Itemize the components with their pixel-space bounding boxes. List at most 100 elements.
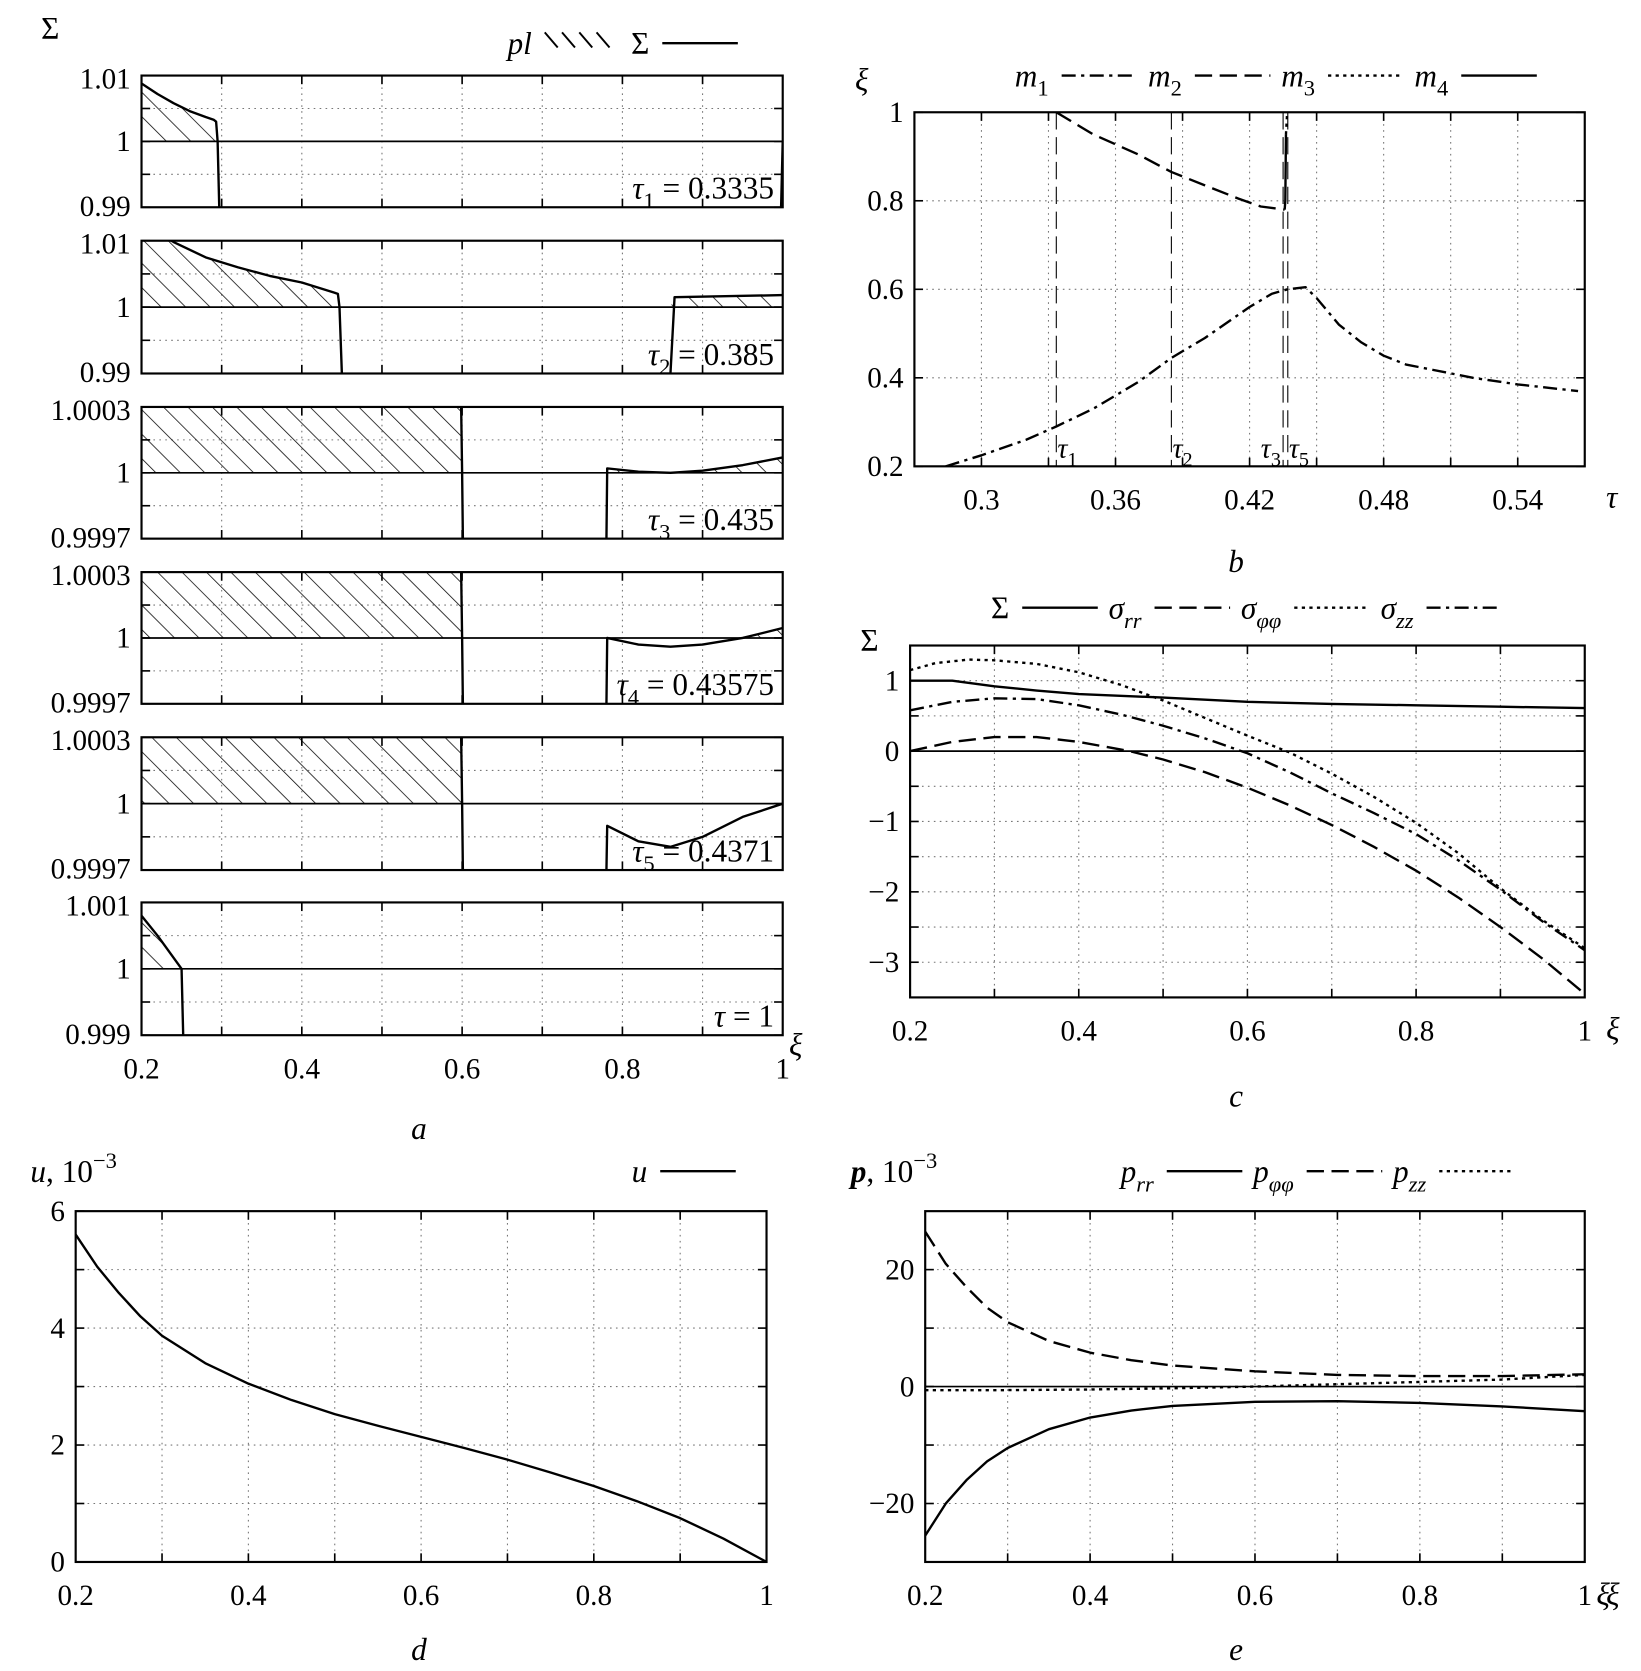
plastic-zone-hatch xyxy=(606,628,783,638)
legend-item: m3 xyxy=(1281,58,1404,101)
text-part: ξ xyxy=(855,63,869,98)
legend-label: pφφ xyxy=(1251,1154,1294,1196)
y-tick-label: 0.9997 xyxy=(51,687,131,719)
series-σzz xyxy=(910,697,1585,952)
text-part: 5 xyxy=(1299,449,1309,471)
y-tick-label: 1 xyxy=(116,292,131,324)
plastic-zone-hatch xyxy=(141,240,342,308)
text-part: = 1 xyxy=(725,999,774,1034)
y-tick-label: 0 xyxy=(50,1547,65,1579)
y-axis-label: ξ xyxy=(855,63,869,98)
x-axis-label: ξ xyxy=(1606,1012,1620,1047)
y-tick-label: 2 xyxy=(50,1430,65,1462)
y-tick-label: 0.99 xyxy=(80,357,131,389)
text-part: τ xyxy=(1289,434,1300,465)
text-part: 1 xyxy=(643,188,654,213)
panel-caption: c xyxy=(1229,1078,1243,1113)
text-part: = 0.435 xyxy=(670,502,774,537)
panel-caption: b xyxy=(1228,544,1244,579)
x-tick-label: 0.2 xyxy=(57,1580,93,1612)
plastic-zone-hatch xyxy=(141,572,463,638)
x-axis-label: ξ xyxy=(1606,1577,1620,1612)
series-Σ xyxy=(459,572,465,704)
legend-label: m2 xyxy=(1148,58,1182,100)
text-part: = 0.385 xyxy=(670,337,774,372)
x-tick-label: 1 xyxy=(1577,1580,1592,1612)
text-part: zz xyxy=(1395,608,1414,633)
series-Σ xyxy=(910,679,1585,710)
legend-item: pzz xyxy=(1391,1154,1515,1196)
legend-label: m1 xyxy=(1015,58,1049,100)
text-part: m xyxy=(1281,58,1304,93)
x-tick-label: 0.8 xyxy=(576,1580,612,1612)
y-tick-label: 1 xyxy=(885,665,900,697)
text-part: a xyxy=(411,1111,427,1146)
panel-caption: e xyxy=(1229,1632,1243,1667)
tau-marker-label: τ1 xyxy=(1057,434,1077,471)
x-tick-label: 1 xyxy=(775,1053,790,1085)
x-tick-label: 0.8 xyxy=(1398,1016,1434,1048)
legend-label: pl xyxy=(505,26,531,61)
series-Σ xyxy=(168,240,344,374)
text-part: m xyxy=(1015,58,1038,93)
series-σrr xyxy=(910,735,1585,995)
y-tick-label: 0.9997 xyxy=(51,854,131,886)
legend-label: Σ xyxy=(631,26,649,61)
text-part: ξ xyxy=(1606,1577,1620,1612)
legend-label: σrr xyxy=(1109,591,1142,633)
text-part: , 10 xyxy=(866,1154,913,1189)
plastic-zone-hatch xyxy=(141,406,463,473)
legend-label: σφφ xyxy=(1241,591,1281,633)
x-tick-label: 0.2 xyxy=(123,1053,159,1085)
text-part: τ xyxy=(1172,434,1183,465)
panel-caption: a xyxy=(411,1111,427,1146)
y-tick-label: 1 xyxy=(116,458,131,490)
text-part: 2 xyxy=(659,354,670,379)
x-tick-label: 0.54 xyxy=(1492,485,1543,517)
chart-a3: 0.9997 1 1.0003 τ3 = 0.435 xyxy=(51,395,784,554)
legend-label: m3 xyxy=(1281,58,1315,100)
text-part: 1 xyxy=(1067,449,1077,471)
y-axis-label: u, 10−3 xyxy=(30,1148,117,1189)
text-part: τ xyxy=(617,667,630,702)
text-part: τ xyxy=(632,171,645,206)
tau-marker-label: τ5 xyxy=(1289,434,1309,471)
legend-label: m4 xyxy=(1414,58,1448,100)
text-part: d xyxy=(411,1632,427,1667)
x-tick-label: 1 xyxy=(759,1580,774,1612)
text-part: p xyxy=(848,1154,867,1189)
text-part: p xyxy=(1251,1154,1269,1189)
legend-item: Σ xyxy=(991,591,1098,626)
x-axis-label: ξ xyxy=(1596,1577,1610,1612)
series-Σ xyxy=(459,406,465,539)
legend-label: prr xyxy=(1119,1154,1154,1196)
legend-label: pzz xyxy=(1391,1154,1426,1196)
y-tick-label: 1 xyxy=(116,126,131,158)
series-Σ xyxy=(605,456,783,539)
series-pφφ xyxy=(925,1231,1585,1378)
text-part: ξ xyxy=(1606,1012,1620,1047)
series-Σ xyxy=(459,737,465,871)
series-Σ xyxy=(141,82,221,208)
text-part: p xyxy=(1391,1154,1409,1189)
y-axis-label: Σ xyxy=(41,11,59,46)
y-tick-label: 1.001 xyxy=(65,890,131,922)
plastic-zone-hatch xyxy=(606,457,783,473)
x-axis-label: ξ xyxy=(789,1028,803,1063)
y-tick-label: 0.6 xyxy=(867,274,903,306)
text-part: τ xyxy=(632,833,645,868)
plastic-zone-hatch xyxy=(670,295,783,308)
text-part: pl xyxy=(505,26,531,61)
x-tick-label: 0.48 xyxy=(1358,485,1409,517)
text-part: rr xyxy=(1136,1171,1154,1196)
legend-sample-hatch xyxy=(595,31,611,49)
y-tick-label: 1.01 xyxy=(80,64,131,96)
x-tick-label: 0.6 xyxy=(1229,1016,1265,1048)
y-tick-label: 0.8 xyxy=(867,185,903,217)
chart-a4: 0.9997 1 1.0003 τ4 = 0.43575 xyxy=(51,560,784,719)
y-tick-label: 0 xyxy=(900,1371,915,1403)
text-part: τ xyxy=(1057,434,1068,465)
text-part: 3 xyxy=(659,519,670,544)
